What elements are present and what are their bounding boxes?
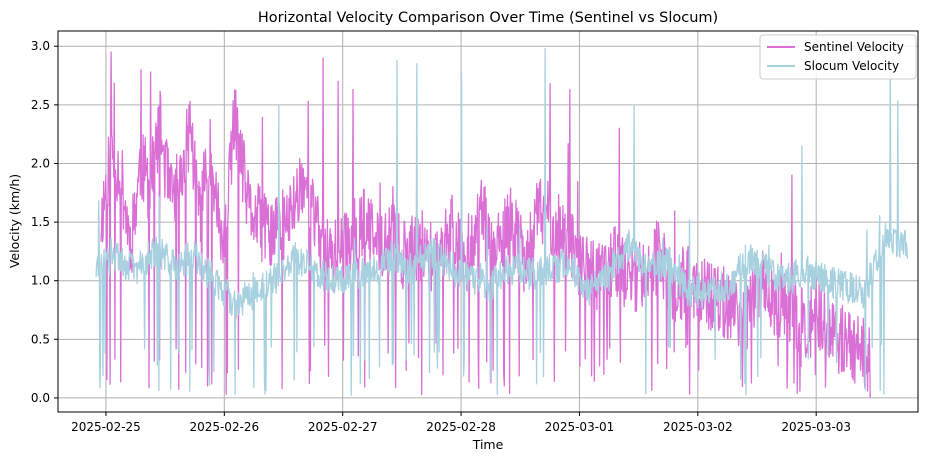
y-tick-label: 0.0: [31, 391, 50, 405]
ticks-layer: 0.0 0.5 1.0 1.5 2.0 2.5 3.0 2025-02-25 2025-02-2…: [31, 39, 851, 434]
x-tick-label: 2025-02-25: [71, 420, 141, 434]
x-tick-label: 2025-03-01: [545, 420, 615, 434]
legend-label-slocum: Slocum Velocity: [804, 59, 899, 73]
y-tick-label: 0.5: [31, 332, 50, 346]
y-tick-label: 2.5: [31, 98, 50, 112]
chart-title: Horizontal Velocity Comparison Over Time…: [258, 10, 718, 26]
y-tick-label: 1.5: [31, 215, 50, 229]
legend-label-sentinel: Sentinel Velocity: [804, 40, 904, 54]
series-line-slocum: [95, 47, 909, 396]
y-tick-label: 1.0: [31, 274, 50, 288]
series-layer: [95, 47, 909, 398]
plot-frame: [57, 30, 919, 413]
legend-box: [759, 34, 917, 80]
x-tick-label: 2025-03-02: [663, 420, 733, 434]
x-tick-label: 2025-03-03: [781, 420, 851, 434]
y-axis-label: Velocity (km/h): [7, 174, 22, 268]
legend: Sentinel Velocity Slocum Velocity: [759, 34, 917, 80]
x-axis-label: Time: [472, 437, 504, 452]
y-tick-label: 3.0: [31, 39, 50, 53]
y-tick-label: 2.0: [31, 156, 50, 170]
x-tick-label: 2025-02-28: [426, 420, 496, 434]
x-tick-label: 2025-02-26: [189, 420, 259, 434]
series-line-sentinel: [100, 51, 871, 398]
x-tick-label: 2025-02-27: [308, 420, 378, 434]
